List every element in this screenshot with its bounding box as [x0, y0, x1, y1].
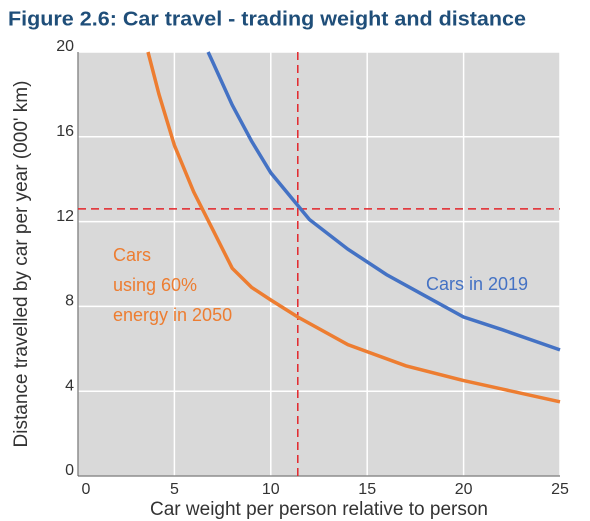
series-label: Cars in 2019 — [426, 274, 528, 294]
y-tick-label: 20 — [56, 38, 74, 55]
line-series — [206, 51, 561, 352]
line-series — [146, 51, 561, 404]
y-tick-label: 8 — [65, 293, 74, 310]
y-axis-label: Distance travelled by car per year (000'… — [11, 81, 32, 448]
x-tick-label: 15 — [358, 481, 376, 498]
series-label: energy in 2050 — [113, 305, 232, 325]
x-axis-label: Car weight per person relative to person — [150, 499, 488, 520]
y-tick-label: 4 — [65, 377, 74, 394]
series-label: Cars — [113, 245, 151, 265]
series-label: using 60% — [113, 275, 197, 295]
y-tick-label: 12 — [56, 208, 74, 225]
x-tick-label: 20 — [455, 481, 473, 498]
x-tick-label: 5 — [170, 481, 179, 498]
x-tick-label: 10 — [262, 481, 280, 498]
chart-title: Figure 2.6: Car travel - trading weight … — [8, 8, 526, 30]
x-tick-label: 25 — [551, 481, 569, 498]
plot-area — [78, 52, 560, 476]
y-tick-label: 0 — [65, 462, 74, 479]
y-tick-label: 16 — [56, 123, 74, 140]
x-tick-label: 0 — [82, 481, 91, 498]
